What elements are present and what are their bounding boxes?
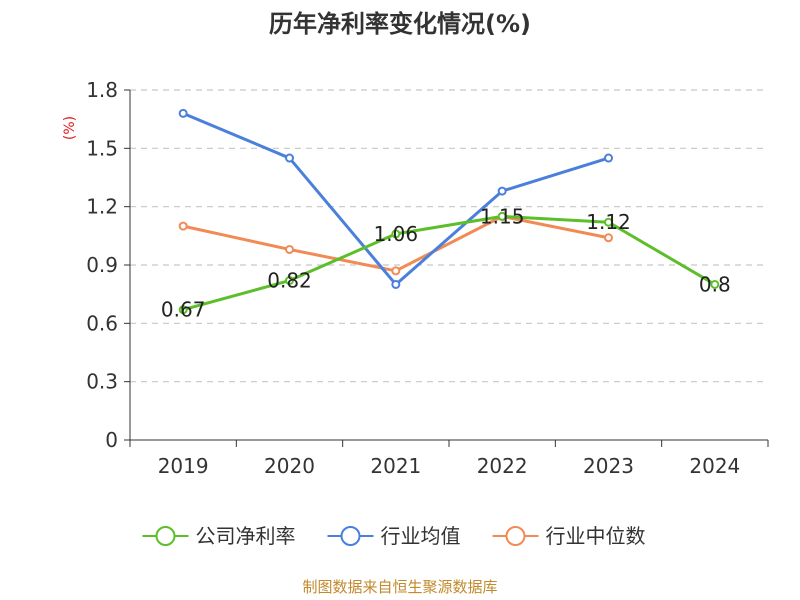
x-tick-label: 2021: [370, 454, 421, 478]
x-tick-label: 2019: [158, 454, 209, 478]
data-label: 0.82: [267, 269, 312, 293]
series-point: [497, 211, 507, 221]
y-tick-label: 1.2: [86, 195, 118, 219]
data-label: 0.67: [161, 298, 206, 322]
y-axis-unit-label: (%): [62, 116, 78, 140]
series-point: [178, 305, 188, 315]
y-tick-label: 0.9: [86, 253, 118, 277]
series-layer: [178, 108, 720, 315]
series-point: [604, 153, 613, 163]
series-line: [182, 111, 609, 286]
y-tick-label: 0.6: [86, 311, 118, 335]
legend-label: 行业均值: [381, 524, 461, 548]
data-label: 1.12: [586, 210, 631, 234]
legend-label: 行业中位数: [546, 524, 646, 548]
series-point: [391, 279, 401, 289]
grid-lines: [130, 89, 768, 383]
legend-item: 行业中位数: [492, 524, 646, 548]
data-source-note: 制图数据来自恒生聚源数据库: [302, 578, 497, 596]
series-point: [178, 108, 188, 118]
legend-item: 公司净利率: [142, 524, 296, 548]
legend: 公司净利率 行业均值 行业中位数: [142, 524, 646, 548]
x-tick-label: 2020: [264, 454, 315, 478]
series-point: [604, 217, 613, 227]
data-label: 1.06: [374, 222, 419, 246]
series-point: [285, 276, 294, 286]
y-tick-label: 0: [105, 428, 118, 452]
data-labels: 0.67 0.82 1.06 1.15 1.12 0.8: [161, 204, 731, 321]
x-tick-label: 2024: [689, 454, 740, 478]
x-tick-label: 2023: [583, 454, 634, 478]
y-tick-label: 0.3: [86, 370, 118, 394]
series-point: [497, 186, 507, 196]
y-tick-label: 1.5: [86, 136, 118, 160]
series-point: [604, 233, 613, 243]
y-tick-label: 1.8: [86, 78, 118, 102]
series-point: [178, 221, 188, 231]
series-point: [710, 279, 720, 289]
legend-marker: [155, 526, 176, 546]
legend-label: 公司净利率: [196, 524, 296, 548]
series-point: [285, 244, 294, 254]
data-label: 1.15: [480, 204, 525, 228]
legend-item: 行业均值: [327, 524, 461, 548]
chart-title: 历年净利率变化情况(%): [269, 10, 531, 38]
x-tick-label: 2022: [477, 454, 528, 478]
legend-marker: [340, 526, 361, 546]
series-point: [391, 266, 401, 276]
series-point: [391, 229, 401, 239]
data-label: 0.8: [699, 272, 731, 296]
legend-marker: [505, 526, 526, 546]
axes: 0 0.3 0.6 0.9 1.2 1.5 1.8 2019 2020 2021 2022 2023 2…: [86, 78, 769, 478]
series-line: [182, 214, 716, 312]
series-point: [285, 153, 294, 163]
